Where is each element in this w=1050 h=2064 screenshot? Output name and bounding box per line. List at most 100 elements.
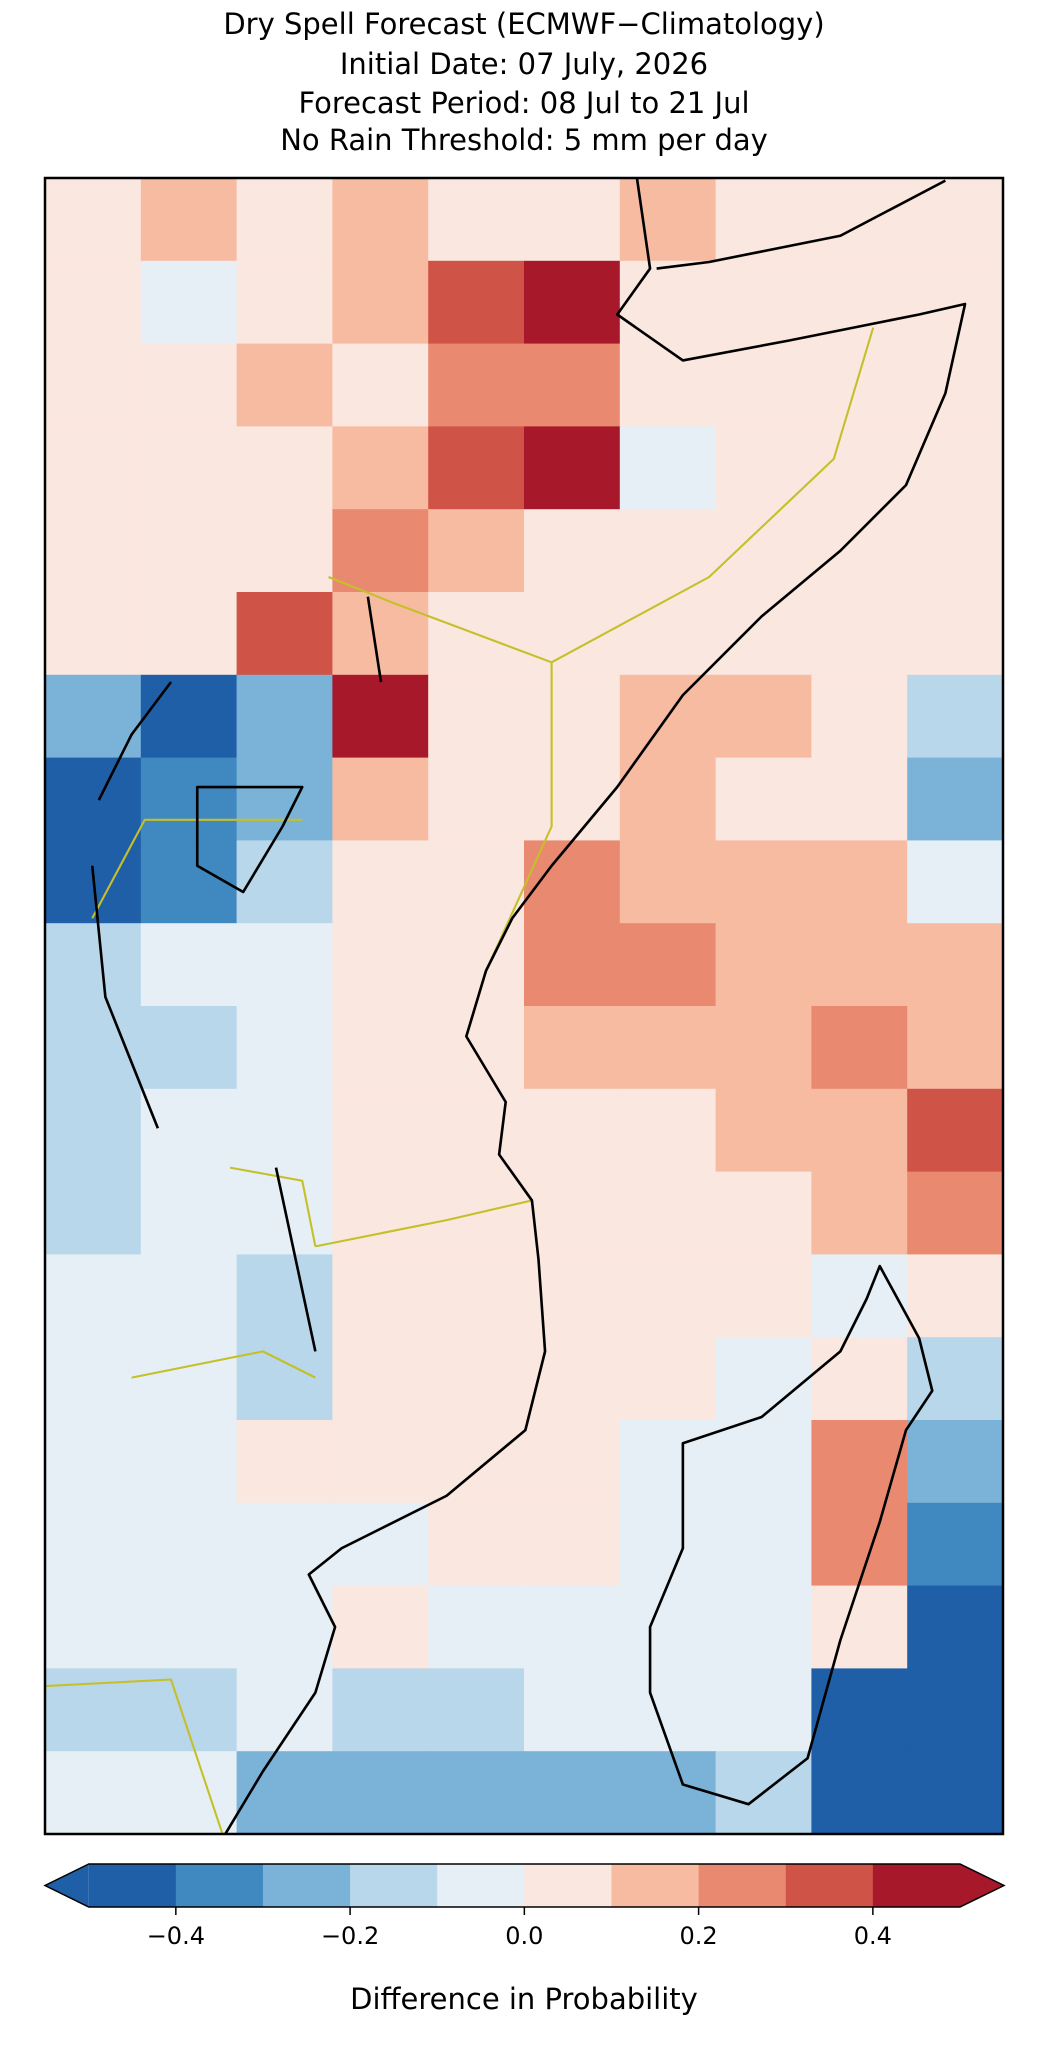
cell bbox=[332, 592, 429, 676]
cell bbox=[45, 1585, 142, 1669]
cell bbox=[140, 1502, 238, 1587]
cell bbox=[236, 674, 333, 759]
cell bbox=[140, 592, 238, 676]
cell bbox=[428, 1088, 525, 1173]
cell bbox=[236, 1420, 333, 1504]
cell bbox=[715, 1254, 812, 1338]
cell bbox=[811, 1502, 908, 1587]
colorbar-swatch bbox=[175, 1864, 264, 1907]
cell bbox=[524, 1668, 621, 1752]
cell bbox=[140, 840, 238, 924]
colorbar-swatch bbox=[785, 1864, 874, 1907]
cell bbox=[619, 178, 717, 262]
cell bbox=[907, 1171, 1003, 1255]
lake bbox=[90, 596, 383, 1352]
cell bbox=[619, 1254, 717, 1338]
cell bbox=[332, 1585, 429, 1669]
cell bbox=[45, 1337, 142, 1421]
cell bbox=[332, 1668, 429, 1752]
cell bbox=[236, 1585, 333, 1669]
cell bbox=[332, 343, 429, 427]
cell bbox=[140, 260, 238, 345]
cell bbox=[236, 840, 333, 924]
cell bbox=[811, 509, 908, 593]
map-lines bbox=[45, 178, 967, 1834]
cell bbox=[907, 757, 1003, 841]
colorbar: −0.4 −0.2 0.0 0.2 0.4 bbox=[43, 1863, 1006, 1950]
cell bbox=[332, 1254, 429, 1338]
cell bbox=[428, 674, 525, 759]
cell bbox=[619, 509, 717, 593]
cell bbox=[715, 757, 812, 841]
cell bbox=[236, 1337, 333, 1421]
cell bbox=[428, 923, 525, 1007]
cell bbox=[811, 1420, 908, 1504]
colorbar-tick-label: 0.2 bbox=[680, 1922, 718, 1950]
cell bbox=[619, 757, 717, 841]
cell bbox=[332, 1088, 429, 1173]
cell bbox=[907, 1420, 1003, 1504]
cell bbox=[524, 923, 621, 1007]
cell bbox=[236, 260, 333, 345]
cell bbox=[332, 1337, 429, 1421]
cell bbox=[811, 426, 908, 510]
cell bbox=[428, 1502, 525, 1587]
cell bbox=[428, 1420, 525, 1504]
cell bbox=[140, 674, 238, 759]
cell bbox=[140, 1751, 238, 1834]
cell bbox=[619, 1502, 717, 1587]
cell bbox=[715, 1420, 812, 1504]
cell bbox=[140, 343, 238, 427]
cell bbox=[332, 757, 429, 841]
cell bbox=[236, 1502, 333, 1587]
cell bbox=[140, 1420, 238, 1504]
cell bbox=[619, 592, 717, 676]
cell bbox=[907, 1006, 1003, 1090]
colorbar-swatch bbox=[437, 1864, 525, 1907]
colorbar-swatch bbox=[262, 1864, 351, 1907]
cell bbox=[45, 1254, 142, 1338]
cell bbox=[45, 1088, 142, 1173]
cell bbox=[907, 592, 1003, 676]
cell bbox=[524, 1006, 621, 1090]
cell bbox=[140, 1585, 238, 1669]
cell bbox=[619, 1337, 717, 1421]
cell bbox=[332, 509, 429, 593]
cell bbox=[811, 260, 908, 345]
cell bbox=[236, 923, 333, 1007]
cell bbox=[236, 509, 333, 593]
cell bbox=[332, 1751, 429, 1834]
border bbox=[45, 327, 875, 1834]
cell bbox=[907, 260, 1003, 345]
cell bbox=[619, 1171, 717, 1255]
title: Dry Spell Forecast (ECMWF−Climatology) bbox=[223, 7, 824, 41]
cell bbox=[236, 178, 333, 262]
cell bbox=[907, 1088, 1003, 1173]
cell bbox=[236, 1088, 333, 1173]
cell bbox=[45, 426, 142, 510]
cell bbox=[45, 343, 142, 427]
cell bbox=[907, 1585, 1003, 1669]
cell bbox=[524, 1420, 621, 1504]
cell bbox=[524, 1088, 621, 1173]
colorbar-swatch bbox=[611, 1864, 700, 1907]
cell bbox=[428, 1337, 525, 1421]
cell bbox=[811, 1254, 908, 1338]
cell bbox=[524, 1337, 621, 1421]
cell bbox=[236, 592, 333, 676]
cell bbox=[811, 1337, 908, 1421]
cell bbox=[524, 260, 621, 345]
cell bbox=[524, 426, 621, 510]
map-frame bbox=[43, 176, 1005, 1836]
colorbar-outline bbox=[43, 1863, 1006, 1908]
cell bbox=[619, 1088, 717, 1173]
colorbar-swatch bbox=[88, 1864, 177, 1907]
cell bbox=[619, 1585, 717, 1669]
cell bbox=[715, 1502, 812, 1587]
cell bbox=[428, 426, 525, 510]
cell bbox=[45, 1171, 142, 1255]
cell bbox=[428, 840, 525, 924]
cell bbox=[45, 592, 142, 676]
cell bbox=[140, 509, 238, 593]
